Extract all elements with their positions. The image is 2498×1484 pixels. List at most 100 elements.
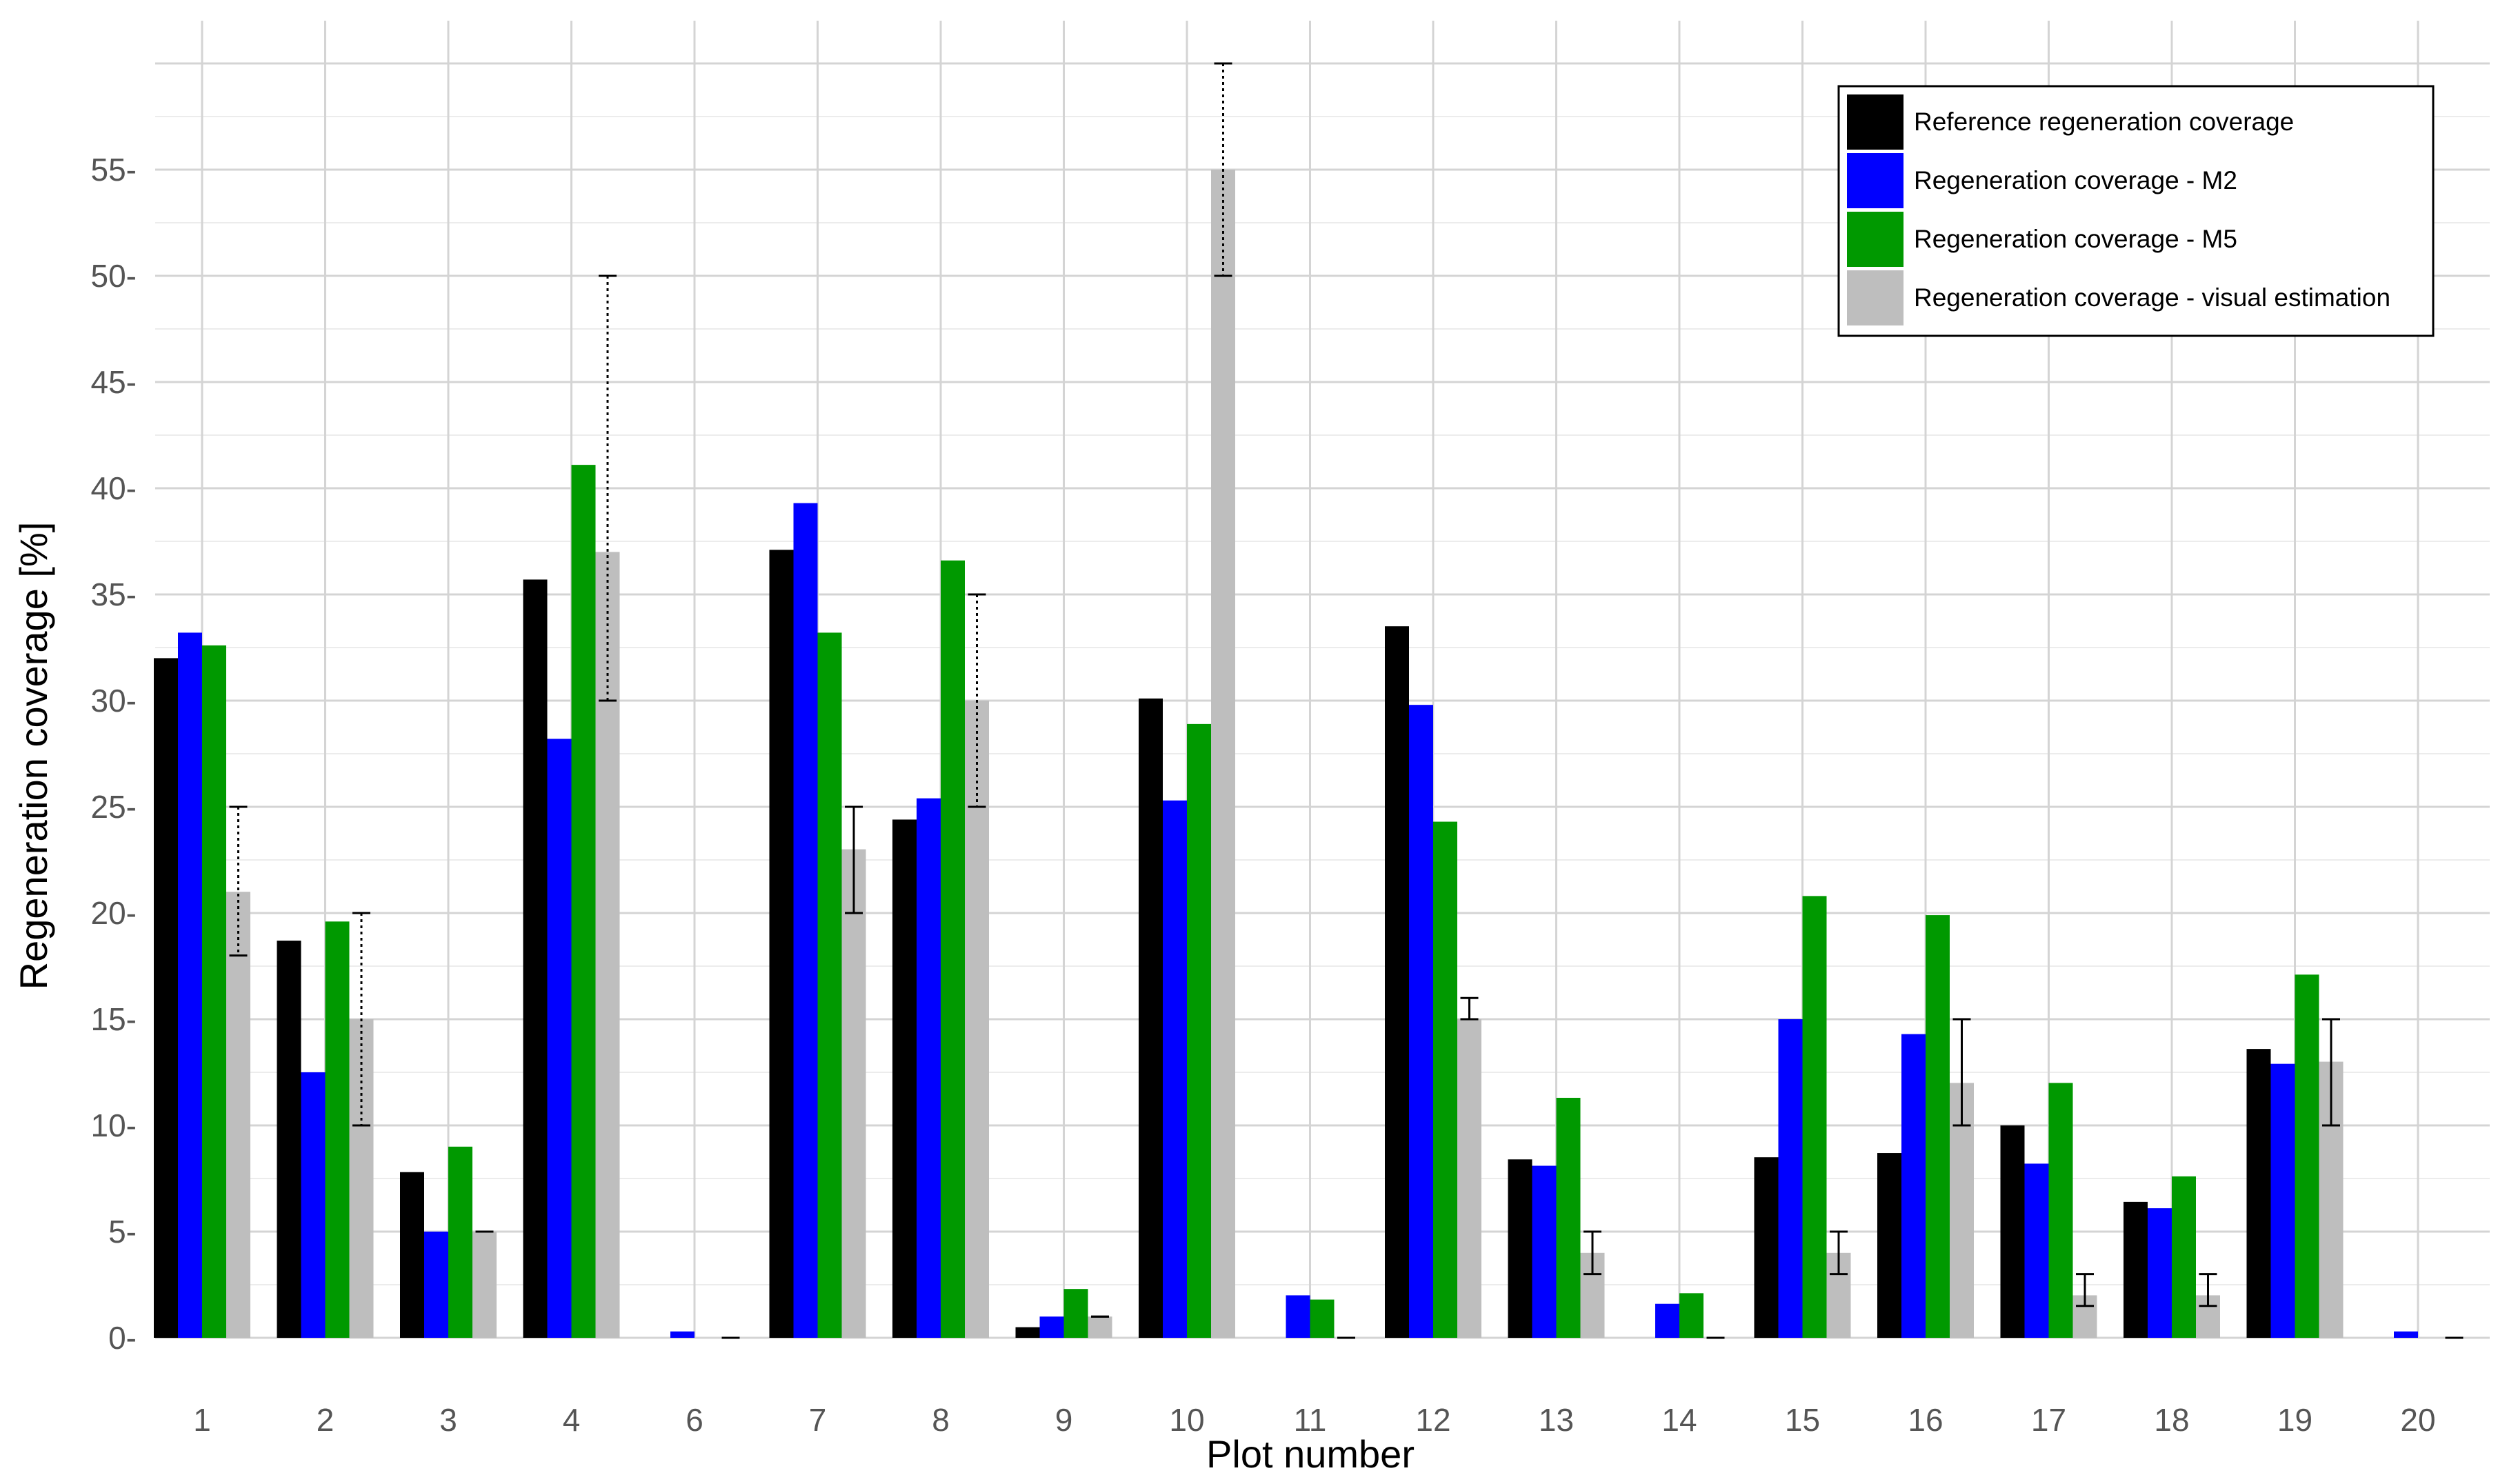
error-bar [2076, 1273, 2094, 1307]
bar-3 [1926, 915, 1950, 1338]
bar-2 [1163, 800, 1187, 1338]
bar-3 [1433, 821, 1457, 1338]
error-bar [1460, 996, 1479, 1021]
x-axis-title: Plot number [1206, 1432, 1415, 1476]
y-tick-label: 5- [108, 1214, 137, 1250]
y-tick-label: 20- [91, 895, 137, 931]
bar-1 [1139, 698, 1163, 1338]
bar-2 [2024, 1163, 2049, 1338]
bar-1 [400, 1172, 424, 1338]
bar-2 [670, 1331, 695, 1338]
bar-1 [2124, 1201, 2148, 1338]
bar-4 [1457, 1019, 1481, 1338]
x-tick-label: 2 [317, 1402, 334, 1438]
x-tick-label: 19 [2277, 1402, 2312, 1438]
bar-1 [277, 941, 301, 1338]
y-tick-label: 40- [91, 470, 137, 506]
bar-4 [1211, 170, 1235, 1338]
bar-2 [917, 798, 941, 1338]
bar-2 [1286, 1295, 1310, 1338]
legend-items: Reference regeneration coverage Regenerat… [1847, 94, 2390, 325]
error-bar [2199, 1273, 2217, 1307]
y-tick-label: 25- [91, 789, 137, 825]
legend-swatch [1847, 212, 1904, 267]
y-tick-label: 50- [91, 258, 137, 294]
x-tick-label: 16 [1908, 1402, 1943, 1438]
y-tick-label: 10- [91, 1107, 137, 1143]
error-bar [845, 805, 863, 914]
error-bar [229, 805, 248, 957]
y-tick-labels: 0- 5- 10- 15- 20- 25- 30- 35- 40- 45- 50- 55- [91, 152, 137, 1356]
bar-3 [2172, 1176, 2196, 1338]
bar-1 [154, 658, 178, 1338]
bar-3 [1556, 1097, 1581, 1338]
bar-2 [2394, 1331, 2418, 1338]
x-tick-label: 8 [932, 1402, 950, 1438]
legend-label: Reference regeneration coverage [1914, 108, 2294, 136]
y-axis-title: Regeneration coverage [%] [12, 522, 55, 990]
x-tick-label: 1 [193, 1402, 211, 1438]
legend-label: Regeneration coverage - M2 [1914, 166, 2237, 194]
bar-4 [1088, 1316, 1112, 1338]
x-tick-label: 15 [1785, 1402, 1820, 1438]
legend-swatch [1847, 270, 1904, 325]
legend-swatch [1847, 94, 1904, 150]
bar-4 [349, 1019, 374, 1338]
bar-3 [2048, 1083, 2073, 1338]
y-tick-label: 0- [108, 1320, 137, 1356]
bar-2 [178, 632, 202, 1338]
bar-2 [1532, 1165, 1557, 1338]
bar-3 [325, 921, 350, 1338]
bar-3 [448, 1146, 472, 1338]
x-tick-labels: 1 2 3 4 6 7 8 9 10 11 12 13 14 15 16 17 18 19 20 [193, 1402, 2435, 1438]
bar-1 [1015, 1327, 1040, 1338]
bar-3 [571, 465, 596, 1338]
bar-1 [1385, 626, 1409, 1338]
bar-4 [965, 701, 989, 1338]
legend-label: Regeneration coverage - M5 [1914, 225, 2237, 253]
bar-2 [301, 1072, 326, 1338]
x-tick-label: 10 [1169, 1402, 1204, 1438]
legend-box [1837, 85, 2435, 337]
bar-3 [817, 632, 842, 1338]
bar-2 [2148, 1208, 2172, 1338]
error-bars-layer [229, 62, 2464, 1339]
y-tick-label: 45- [91, 364, 137, 400]
error-bar [1830, 1230, 1848, 1276]
bar-1 [2000, 1125, 2025, 1338]
error-bar [352, 912, 370, 1127]
bar-4 [226, 892, 250, 1338]
x-tick-label: 18 [2154, 1402, 2189, 1438]
x-tick-label: 9 [1055, 1402, 1073, 1438]
bar-2 [1778, 1019, 1803, 1338]
error-bar [1583, 1230, 1601, 1276]
x-tick-label: 14 [1661, 1402, 1697, 1438]
bar-3 [202, 645, 226, 1338]
bar-2 [793, 503, 818, 1338]
bar-1 [1877, 1153, 1901, 1338]
bar-2 [1409, 705, 1433, 1338]
error-bar [1214, 62, 1232, 277]
bar-3 [1802, 896, 1827, 1338]
bar-3 [1063, 1289, 1088, 1338]
legend-label: Regeneration coverage - visual estimatio… [1914, 283, 2390, 312]
x-tick-label: 4 [563, 1402, 581, 1438]
bar-2 [424, 1232, 448, 1338]
error-bar [1952, 1018, 1971, 1127]
y-tick-label: 15- [91, 1001, 137, 1037]
bar-2 [1655, 1303, 1679, 1338]
bar-3 [1310, 1299, 1335, 1338]
y-tick-label: 55- [91, 152, 137, 188]
bar-3 [941, 560, 965, 1338]
bar-2 [2270, 1063, 2295, 1338]
bar-2 [547, 739, 572, 1338]
error-bar [968, 593, 986, 808]
bar-4 [841, 849, 866, 1338]
x-tick-label: 7 [809, 1402, 827, 1438]
x-tick-label: 11 [1294, 1402, 1327, 1438]
bar-3 [2295, 974, 2319, 1338]
x-tick-label: 17 [2031, 1402, 2066, 1438]
bar-1 [1754, 1157, 1779, 1338]
bar-4 [472, 1232, 497, 1338]
bar-4 [595, 552, 620, 1338]
